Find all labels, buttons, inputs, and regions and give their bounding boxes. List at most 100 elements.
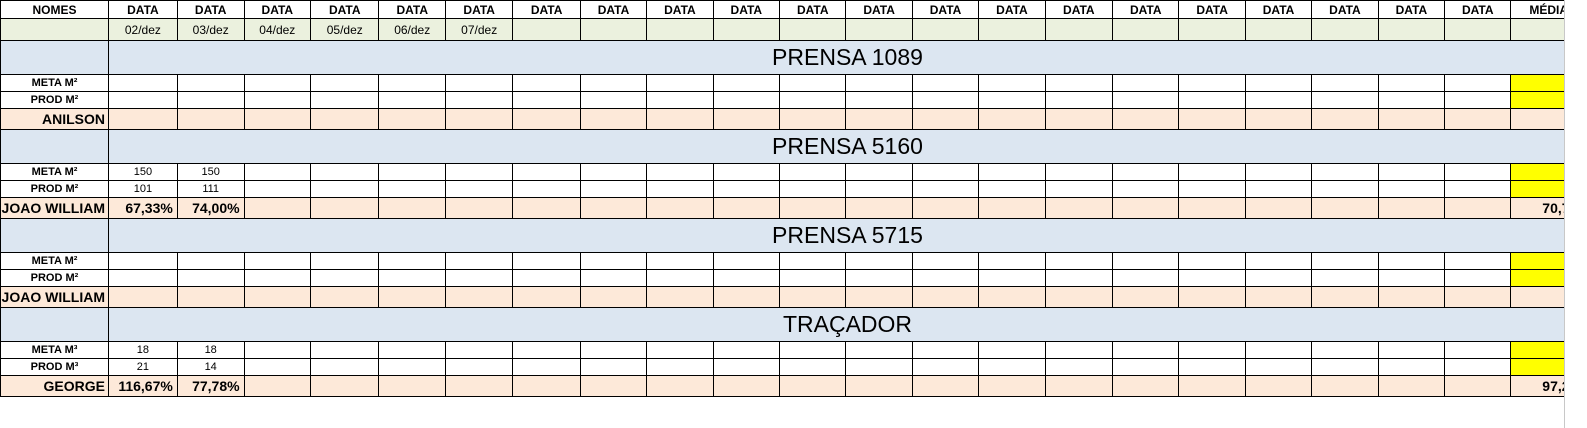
prod-value-cell[interactable] xyxy=(779,358,847,376)
prod-value-cell[interactable] xyxy=(1444,180,1512,198)
date-cell[interactable] xyxy=(512,18,581,41)
pct-cell[interactable] xyxy=(1044,375,1114,397)
prod-value-cell[interactable] xyxy=(911,180,980,198)
prod-value-cell[interactable] xyxy=(1044,269,1114,287)
meta-value-cell[interactable] xyxy=(779,341,847,359)
meta-value-cell[interactable] xyxy=(1377,74,1446,92)
date-cell[interactable] xyxy=(978,18,1046,41)
meta-value-cell[interactable] xyxy=(911,341,980,359)
pct-cell[interactable]: 77,78% xyxy=(176,375,245,397)
meta-value-cell[interactable] xyxy=(310,341,380,359)
prod-value-cell[interactable] xyxy=(911,358,980,376)
prod-value-cell[interactable] xyxy=(911,91,980,109)
pct-cell[interactable] xyxy=(1311,108,1379,130)
prod-value-cell[interactable] xyxy=(378,180,446,198)
prod-value-cell[interactable] xyxy=(1044,91,1114,109)
operator-name[interactable]: ANILSON xyxy=(0,108,109,130)
pct-cell[interactable] xyxy=(1178,197,1246,219)
prod-value-cell[interactable] xyxy=(1178,269,1246,287)
date-cell[interactable]: 04/dez xyxy=(243,18,312,41)
pct-cell[interactable] xyxy=(779,108,847,130)
meta-value-cell[interactable] xyxy=(646,252,714,270)
prod-value-cell[interactable] xyxy=(512,358,581,376)
prod-value-cell[interactable] xyxy=(444,269,514,287)
section-title[interactable]: PRENSA 1089 xyxy=(107,40,1587,75)
date-cell[interactable] xyxy=(1112,18,1180,41)
date-cell[interactable]: 03/dez xyxy=(176,18,245,41)
meta-value-cell[interactable] xyxy=(712,163,781,181)
section-title-blank[interactable] xyxy=(0,129,109,164)
pct-cell[interactable]: 67,33% xyxy=(107,197,178,219)
pct-cell[interactable] xyxy=(911,286,980,308)
header-data[interactable]: DATA xyxy=(243,0,312,19)
prod-label[interactable]: PROD M² xyxy=(0,180,109,198)
pct-cell[interactable] xyxy=(1044,197,1114,219)
pct-cell[interactable] xyxy=(378,197,446,219)
meta-value-cell[interactable] xyxy=(176,252,245,270)
meta-value-cell[interactable] xyxy=(378,252,446,270)
meta-value-cell[interactable] xyxy=(1377,341,1446,359)
prod-value-cell[interactable] xyxy=(1178,91,1246,109)
pct-cell[interactable] xyxy=(310,286,380,308)
pct-cell[interactable] xyxy=(646,197,714,219)
meta-value-cell[interactable] xyxy=(911,74,980,92)
meta-value-cell[interactable] xyxy=(978,74,1046,92)
meta-value-cell[interactable] xyxy=(444,74,514,92)
prod-value-cell[interactable] xyxy=(779,180,847,198)
header-data[interactable]: DATA xyxy=(712,0,781,19)
header-data[interactable]: DATA xyxy=(1178,0,1246,19)
prod-label[interactable]: PROD M³ xyxy=(0,358,109,376)
prod-value-cell[interactable] xyxy=(1044,358,1114,376)
date-cell[interactable]: 05/dez xyxy=(310,18,380,41)
meta-value-cell[interactable] xyxy=(1244,252,1313,270)
pct-cell[interactable] xyxy=(646,108,714,130)
pct-cell[interactable] xyxy=(1044,286,1114,308)
meta-value-cell[interactable] xyxy=(1311,74,1379,92)
prod-value-cell[interactable] xyxy=(1377,91,1446,109)
pct-cell[interactable]: 116,67% xyxy=(107,375,178,397)
meta-value-cell[interactable] xyxy=(1044,252,1114,270)
meta-value-cell[interactable] xyxy=(1444,163,1512,181)
prod-value-cell[interactable] xyxy=(444,358,514,376)
pct-cell[interactable] xyxy=(845,375,913,397)
meta-value-cell[interactable]: 18 xyxy=(107,341,178,359)
prod-value-cell[interactable] xyxy=(1311,91,1379,109)
meta-value-cell[interactable] xyxy=(1112,341,1180,359)
pct-cell[interactable] xyxy=(779,286,847,308)
prod-value-cell[interactable] xyxy=(512,269,581,287)
meta-value-cell[interactable] xyxy=(978,341,1046,359)
prod-value-cell[interactable] xyxy=(107,91,178,109)
prod-value-cell[interactable] xyxy=(579,180,648,198)
meta-value-cell[interactable] xyxy=(1112,74,1180,92)
section-title-blank[interactable] xyxy=(0,307,109,342)
prod-value-cell[interactable] xyxy=(378,358,446,376)
meta-value-cell[interactable] xyxy=(646,163,714,181)
meta-value-cell[interactable] xyxy=(779,74,847,92)
operator-name[interactable]: JOAO WILLIAM xyxy=(0,197,109,219)
meta-value-cell[interactable]: 150 xyxy=(176,163,245,181)
meta-value-cell[interactable] xyxy=(579,163,648,181)
prod-label[interactable]: PROD M² xyxy=(0,91,109,109)
header-data[interactable]: DATA xyxy=(1377,0,1446,19)
meta-value-cell[interactable] xyxy=(107,252,178,270)
pct-cell[interactable] xyxy=(512,197,581,219)
header-data[interactable]: DATA xyxy=(176,0,245,19)
pct-cell[interactable] xyxy=(978,286,1046,308)
prod-value-cell[interactable] xyxy=(310,180,380,198)
meta-value-cell[interactable] xyxy=(1444,252,1512,270)
prod-value-cell[interactable]: 101 xyxy=(107,180,178,198)
section-title[interactable]: PRENSA 5160 xyxy=(107,129,1587,164)
pct-cell[interactable] xyxy=(107,108,178,130)
pct-cell[interactable] xyxy=(1112,197,1180,219)
prod-value-cell[interactable] xyxy=(512,91,581,109)
meta-label[interactable]: META M² xyxy=(0,163,109,181)
meta-value-cell[interactable] xyxy=(176,74,245,92)
meta-value-cell[interactable] xyxy=(712,341,781,359)
meta-value-cell[interactable] xyxy=(444,252,514,270)
header-data[interactable]: DATA xyxy=(579,0,648,19)
meta-value-cell[interactable] xyxy=(1112,252,1180,270)
meta-value-cell[interactable] xyxy=(243,341,312,359)
prod-value-cell[interactable] xyxy=(978,91,1046,109)
prod-value-cell[interactable] xyxy=(845,269,913,287)
prod-value-cell[interactable] xyxy=(310,91,380,109)
